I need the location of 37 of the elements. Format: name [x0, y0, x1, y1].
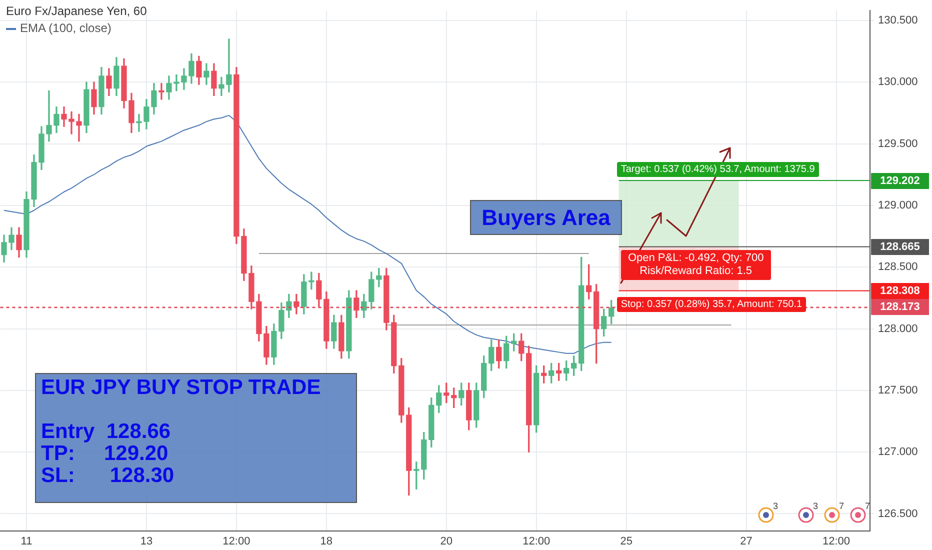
annotation: EUR JPY BUY STOP TRADE [41, 376, 322, 399]
y-tick-label: 130.000 [878, 76, 918, 88]
x-tick-label: 12:00 [222, 536, 250, 548]
y-tick-label: 127.500 [878, 384, 918, 396]
ref-line-label: 128.173 [871, 299, 929, 316]
y-tick-label: 129.500 [878, 138, 918, 150]
annotation: TP: 129.20 [41, 442, 170, 465]
x-tick-label: 20 [440, 536, 452, 548]
annotation: 7 [865, 501, 870, 511]
x-tick-label: 25 [620, 536, 632, 548]
y-tick-label: 129.000 [878, 199, 918, 212]
x-tick-label: 18 [320, 536, 333, 548]
y-tick-label: 130.500 [878, 14, 918, 26]
x-tick-label: 11 [20, 536, 32, 548]
x-tick-label: 12:00 [522, 536, 550, 548]
x-tick-label: 13 [140, 536, 153, 548]
band-label: Target: 0.537 (0.42%) 53.7, Amount: 1375.9 [616, 162, 819, 177]
ref-line-label: 128.308 [871, 282, 929, 299]
y-tick-label: 128.500 [878, 261, 918, 274]
annotation: 3 [813, 501, 818, 511]
annotation: 7 [839, 501, 844, 511]
annotation: Open P&L: -0.492, Qty: 700 [626, 252, 765, 265]
annotation: 3 [773, 501, 778, 511]
ref-line-label: 129.202 [871, 172, 929, 189]
y-tick-label: 127.000 [878, 446, 918, 458]
chart-title: Euro Fx/Japanese Yen, 60 [6, 3, 147, 20]
annotation: SL: 128.30 [41, 464, 176, 487]
y-tick-label: 128.000 [878, 322, 918, 335]
annotation: Buyers Area [470, 200, 622, 235]
x-tick-label: 12:00 [822, 536, 850, 548]
y-tick-label: 126.500 [878, 508, 918, 520]
band-label: Stop: 0.357 (0.28%) 35.7, Amount: 750.1 [616, 296, 806, 312]
legend-label: EMA (100, close) [20, 20, 112, 37]
x-tick-label: 27 [740, 536, 752, 548]
annotation: Risk/Reward Ratio: 1.5 [638, 264, 754, 278]
annotation: Entry 128.66 [41, 420, 172, 443]
ref-line-label: 128.665 [871, 238, 929, 255]
